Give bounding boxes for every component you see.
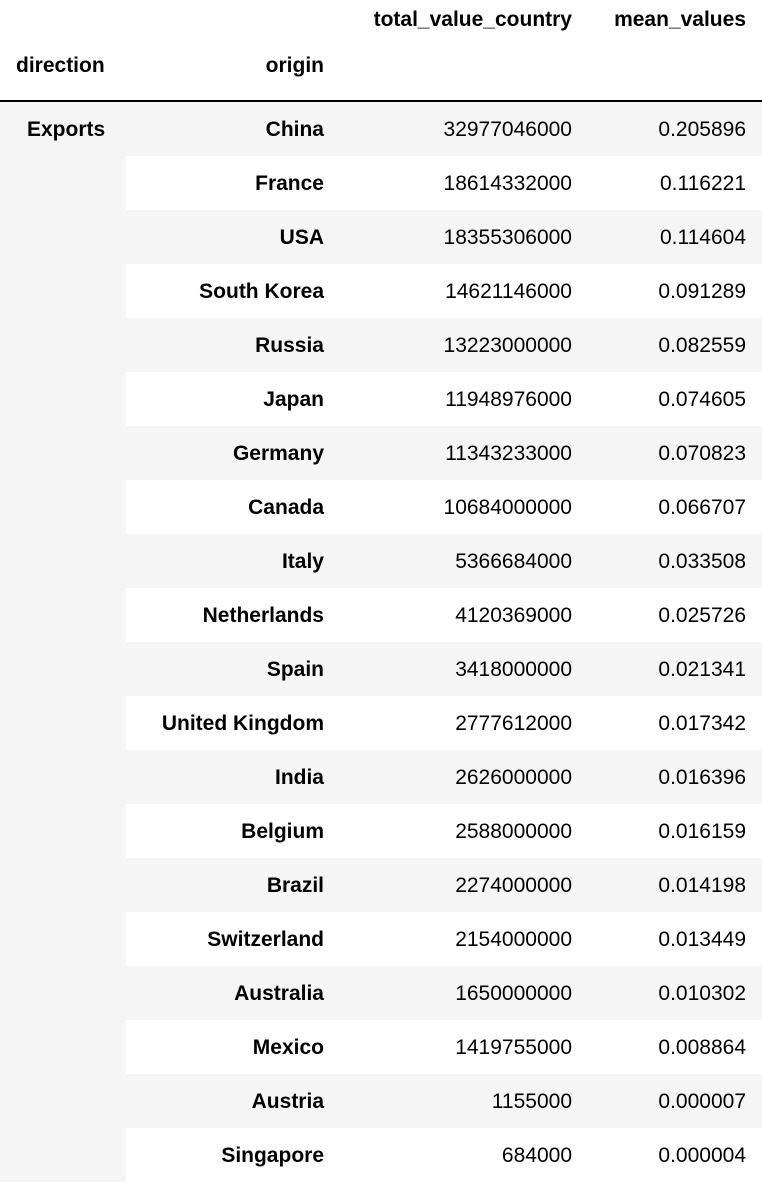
direction-label: Exports (27, 118, 106, 141)
origin-cell: France (255, 172, 324, 195)
table-row: Netherlands 4120369000 0.025726 (0, 588, 762, 642)
table-row: Japan 11948976000 0.074605 (0, 372, 762, 426)
total-value-cell: 2588000000 (455, 820, 572, 843)
origin-cell: Russia (255, 334, 324, 357)
table-row: Austria 1155000 0.000007 (0, 1074, 762, 1128)
table-row: Mexico 1419755000 0.008864 (0, 1020, 762, 1074)
origin-cell: India (274, 766, 324, 789)
mean-value-cell: 0.074605 (658, 388, 746, 411)
total-value-cell: 14621146000 (445, 280, 572, 303)
total-value-cell: 5366684000 (455, 550, 572, 573)
column-header-total-value-country: total_value_country (373, 8, 572, 31)
table-row: Australia 1650000000 0.010302 (0, 966, 762, 1020)
origin-cell: Netherlands (202, 604, 324, 627)
header-divider (0, 100, 762, 102)
total-value-cell: 10684000000 (443, 496, 572, 519)
total-value-cell: 18614332000 (443, 172, 572, 195)
origin-cell: Switzerland (207, 928, 324, 951)
total-value-cell: 11343233000 (445, 442, 572, 465)
origin-cell: Germany (232, 442, 324, 465)
table-row: Italy 5366684000 0.033508 (0, 534, 762, 588)
total-value-cell: 1650000000 (455, 982, 572, 1005)
origin-cell: Canada (248, 496, 324, 519)
column-header-row: total_value_country mean_values (0, 0, 762, 54)
total-value-cell: 18355306000 (443, 226, 572, 249)
table-row: France 18614332000 0.116221 (0, 156, 762, 210)
mean-value-cell: 0.000004 (658, 1144, 746, 1167)
mean-value-cell: 0.025726 (658, 604, 746, 627)
total-value-cell: 2154000000 (455, 928, 572, 951)
total-value-cell: 1155000 (491, 1090, 572, 1113)
table-row: Belgium 2588000000 0.016159 (0, 804, 762, 858)
origin-cell: South Korea (199, 280, 324, 303)
index-header-row: direction origin (0, 46, 762, 100)
total-value-cell: 1419755000 (455, 1036, 572, 1059)
total-value-cell: 684000 (501, 1144, 572, 1167)
total-value-cell: 4120369000 (455, 604, 572, 627)
total-value-cell: 13223000000 (443, 334, 572, 357)
total-value-cell: 2274000000 (455, 874, 572, 897)
origin-cell: Japan (263, 388, 324, 411)
origin-cell: USA (279, 226, 324, 249)
mean-value-cell: 0.070823 (658, 442, 746, 465)
table-row: South Korea 14621146000 0.091289 (0, 264, 762, 318)
mean-value-cell: 0.091289 (658, 280, 746, 303)
table-row: Singapore 684000 0.000004 (0, 1128, 762, 1182)
origin-cell: Belgium (241, 820, 324, 843)
table-body: China 32977046000 0.205896 France 186143… (0, 102, 762, 1182)
table-row: United Kingdom 2777612000 0.017342 (0, 696, 762, 750)
mean-value-cell: 0.000007 (658, 1090, 746, 1113)
origin-cell: Singapore (221, 1144, 324, 1167)
mean-value-cell: 0.010302 (658, 982, 746, 1005)
mean-value-cell: 0.114604 (659, 226, 746, 249)
table-row: Canada 10684000000 0.066707 (0, 480, 762, 534)
table-row: Spain 3418000000 0.021341 (0, 642, 762, 696)
mean-value-cell: 0.205896 (658, 118, 746, 141)
table-row: Switzerland 2154000000 0.013449 (0, 912, 762, 966)
table-row: USA 18355306000 0.114604 (0, 210, 762, 264)
origin-cell: Spain (266, 658, 324, 681)
table-row: China 32977046000 0.205896 (0, 102, 762, 156)
mean-value-cell: 0.082559 (658, 334, 746, 357)
mean-value-cell: 0.033508 (658, 550, 746, 573)
origin-cell: Mexico (252, 1036, 324, 1059)
mean-value-cell: 0.017342 (658, 712, 746, 735)
origin-cell: Austria (251, 1090, 324, 1113)
mean-value-cell: 0.066707 (658, 496, 746, 519)
mean-value-cell: 0.016396 (658, 766, 746, 789)
table-row: Brazil 2274000000 0.014198 (0, 858, 762, 912)
mean-value-cell: 0.014198 (658, 874, 746, 897)
mean-value-cell: 0.021341 (658, 658, 746, 681)
total-value-cell: 2777612000 (455, 712, 572, 735)
table-row: India 2626000000 0.016396 (0, 750, 762, 804)
total-value-cell: 2626000000 (455, 766, 572, 789)
origin-cell: China (265, 118, 324, 141)
origin-cell: Italy (281, 550, 324, 573)
origin-cell: Brazil (266, 874, 324, 897)
direction-group-cell: Exports (0, 102, 126, 1182)
table-row: Russia 13223000000 0.082559 (0, 318, 762, 372)
mean-value-cell: 0.008864 (658, 1036, 746, 1059)
index-header-origin: origin (265, 54, 324, 77)
mean-value-cell: 0.116221 (659, 172, 746, 195)
total-value-cell: 11948976000 (445, 388, 572, 411)
mean-value-cell: 0.013449 (658, 928, 746, 951)
total-value-cell: 32977046000 (443, 118, 572, 141)
column-header-mean-values: mean_values (614, 8, 746, 31)
origin-cell: Australia (234, 982, 324, 1005)
table-row: Germany 11343233000 0.070823 (0, 426, 762, 480)
index-header-direction: direction (16, 54, 105, 77)
origin-cell: United Kingdom (161, 712, 324, 735)
total-value-cell: 3418000000 (455, 658, 572, 681)
mean-value-cell: 0.016159 (658, 820, 746, 843)
